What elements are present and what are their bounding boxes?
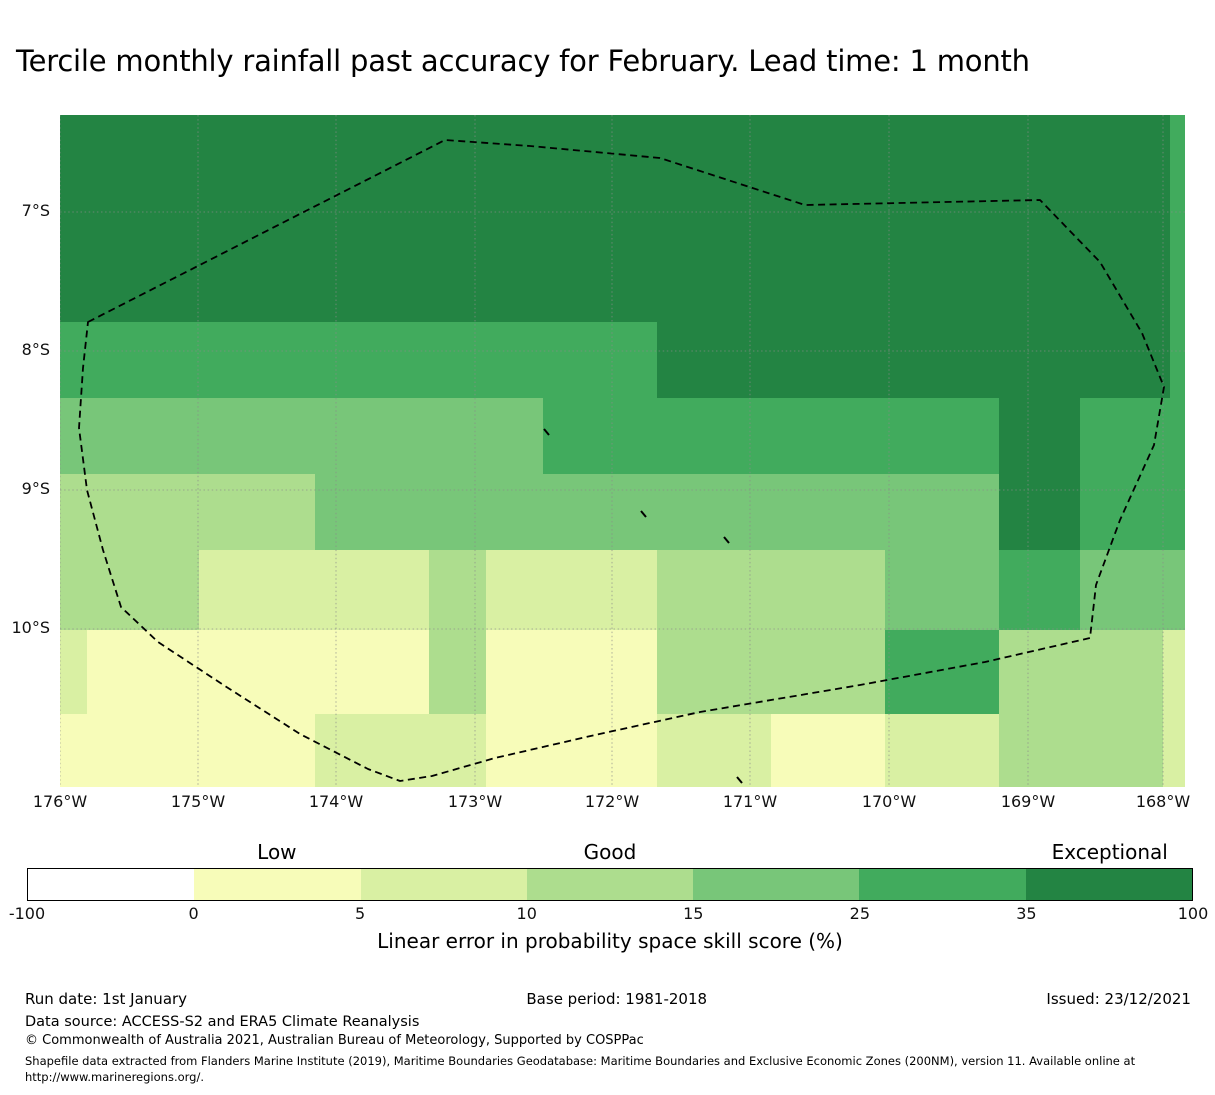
map-cell — [885, 550, 999, 630]
colorbar-segment — [194, 869, 361, 900]
colorbar-tick-label: -100 — [8, 904, 46, 923]
island-mark — [640, 510, 647, 518]
x-tick-label: 169°W — [1000, 792, 1056, 811]
map-cell — [999, 630, 1163, 714]
map-cell — [1080, 398, 1185, 474]
copyright-text: © Commonwealth of Australia 2021, Austra… — [25, 1033, 644, 1048]
x-tick-label: 174°W — [308, 792, 364, 811]
issued-text: Issued: 23/12/2021 — [1046, 990, 1191, 1008]
y-axis-labels: 7°S 8°S 9°S 10°S — [0, 0, 56, 790]
map-cell — [657, 714, 771, 787]
map-cell — [657, 550, 885, 630]
map-cell — [1163, 714, 1185, 787]
map-cell — [315, 474, 999, 550]
map-cell — [60, 474, 315, 550]
x-tick-label: 170°W — [861, 792, 917, 811]
map-cell — [999, 398, 1080, 474]
island-mark — [723, 536, 730, 544]
map-cell — [486, 714, 657, 787]
legend-category-label: Exceptional — [1051, 840, 1168, 864]
figure-title: Tercile monthly rainfall past accuracy f… — [16, 44, 1030, 78]
colorbar-tick-label: 100 — [1177, 904, 1209, 923]
map-cell — [1170, 115, 1185, 322]
legend-category-label: Good — [583, 840, 637, 864]
colorbar-tick-labels: -100 0 5 10 15 25 35 100 — [9, 904, 1208, 924]
map-cell — [657, 322, 1170, 398]
map-cell — [60, 550, 199, 630]
base-period-text: Base period: 1981-2018 — [526, 990, 708, 1008]
map-cell — [87, 630, 429, 714]
y-tick-label: 9°S — [21, 479, 50, 498]
map-plot — [60, 115, 1185, 787]
colorbar-tick-label: 5 — [355, 904, 366, 923]
x-tick-label: 171°W — [722, 792, 778, 811]
map-cell — [543, 398, 999, 474]
x-axis-labels: 176°W 175°W 174°W 173°W 172°W 171°W 170°W 169°W… — [0, 792, 1215, 814]
map-cell — [1163, 630, 1185, 714]
map-cell — [60, 115, 1170, 322]
data-source-text: Data source: ACCESS-S2 and ERA5 Climate … — [25, 1014, 420, 1030]
colorbar-tick-label: 15 — [683, 904, 704, 923]
skill-score-map — [60, 115, 1185, 787]
y-tick-label: 7°S — [21, 201, 50, 220]
colorbar-tick-label: 0 — [188, 904, 199, 923]
colorbar-tick-label: 35 — [1016, 904, 1037, 923]
colorbar — [27, 868, 1193, 901]
map-cell — [486, 630, 657, 714]
map-cell — [885, 630, 999, 714]
island-mark — [543, 428, 550, 436]
x-tick-label: 168°W — [1135, 792, 1191, 811]
map-cell — [199, 550, 429, 630]
y-tick-label: 8°S — [21, 340, 50, 359]
colorbar-tick-label: 25 — [849, 904, 871, 923]
colorbar-segment — [859, 869, 1026, 900]
map-cell — [1170, 322, 1185, 398]
colorbar-segment — [1025, 869, 1192, 900]
map-cell — [429, 630, 486, 714]
map-cell — [771, 714, 885, 787]
x-tick-label: 173°W — [447, 792, 503, 811]
map-cell — [885, 714, 999, 787]
eez-boundary-line — [78, 139, 1165, 782]
map-cell — [1080, 474, 1185, 550]
map-cell — [657, 630, 885, 714]
x-tick-label: 176°W — [32, 792, 88, 811]
footer-row: Run date: 1st January Base period: 1981-… — [25, 990, 1191, 1008]
island-mark — [736, 776, 743, 784]
map-cell — [315, 714, 486, 787]
map-cell — [60, 714, 315, 787]
map-cell — [999, 474, 1080, 550]
map-cell — [429, 550, 486, 630]
colorbar-segment — [526, 869, 694, 900]
x-tick-label: 172°W — [584, 792, 640, 811]
colorbar-caption: Linear error in probability space skill … — [377, 929, 843, 953]
colorbar-segment — [360, 869, 527, 900]
colorbar-segment — [28, 869, 195, 900]
map-cell — [486, 550, 657, 630]
map-cell — [999, 550, 1080, 630]
map-cell — [1080, 550, 1185, 630]
run-date-text: Run date: 1st January — [25, 990, 188, 1008]
shapefile-note-text: Shapefile data extracted from Flanders M… — [25, 1054, 1136, 1085]
legend-category-labels: Low Good Exceptional — [27, 840, 1193, 866]
x-tick-label: 175°W — [170, 792, 226, 811]
map-cell — [60, 398, 543, 474]
map-cell — [60, 630, 87, 714]
colorbar-segment — [693, 869, 860, 900]
map-cell — [999, 714, 1163, 787]
colorbar-tick-label: 10 — [516, 904, 537, 923]
map-cell — [60, 322, 657, 398]
y-tick-label: 10°S — [11, 618, 50, 637]
legend-category-label: Low — [257, 840, 297, 864]
